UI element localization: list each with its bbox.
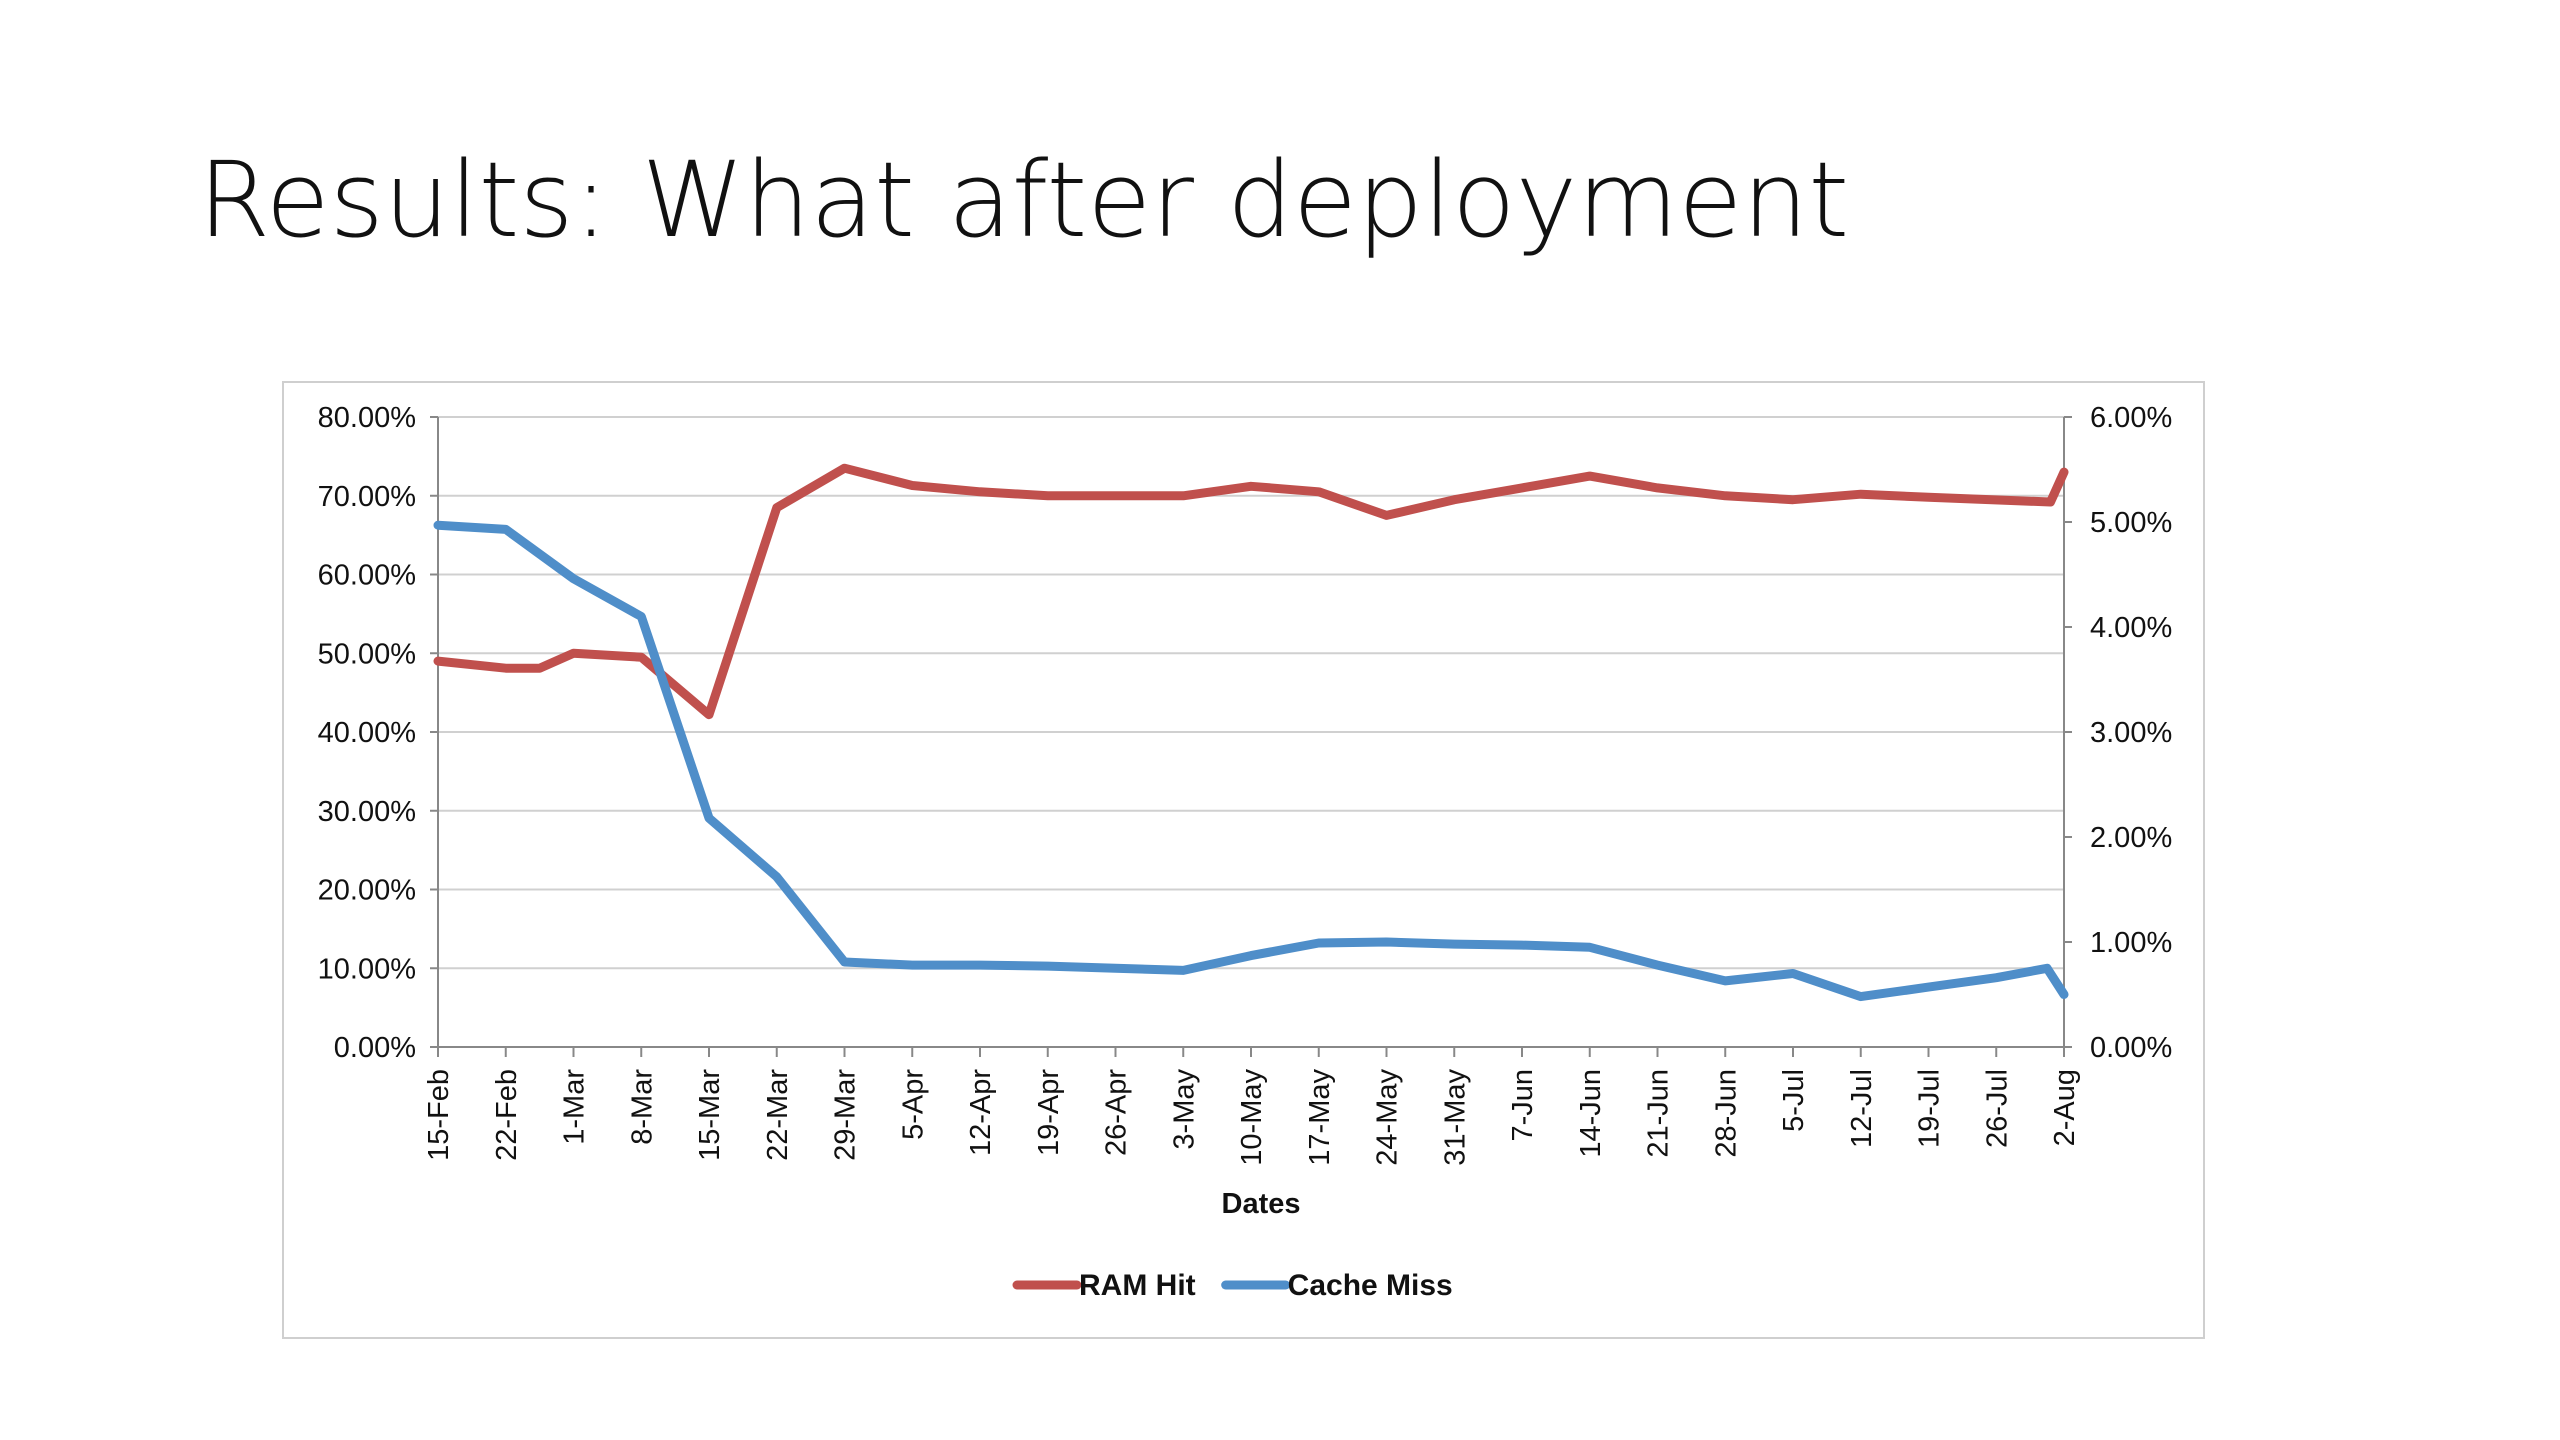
x-tick-label: 22-Mar <box>762 1069 794 1161</box>
y-left-tick-label: 40.00% <box>318 717 416 749</box>
x-tick-label: 8-Mar <box>626 1069 658 1145</box>
series-line-cache-miss <box>433 520 2069 1002</box>
x-tick-label: 7-Jun <box>1507 1069 1539 1142</box>
x-tick-label: 21-Jun <box>1643 1069 1675 1158</box>
line-chart: 0.00% 10.00% 20.00% 30.00% 40.00% 50.00% 60.00… <box>318 402 2173 1302</box>
x-tick-label: 5-Jul <box>1778 1069 1810 1132</box>
x-tick-label: 17-May <box>1304 1069 1336 1166</box>
y-right-tick-label: 1.00% <box>2090 927 2172 959</box>
x-tick-label: 15-Mar <box>694 1069 726 1161</box>
x-tick-label: 31-May <box>1439 1069 1471 1166</box>
legend-label-cache-miss: Cache Miss <box>1288 1269 1453 1302</box>
x-tick-label: 28-Jun <box>1710 1069 1742 1158</box>
x-tick-label: 22-Feb <box>491 1069 523 1161</box>
x-tick-label: 19-Apr <box>1033 1069 1065 1156</box>
y-right-tick-label: 0.00% <box>2090 1032 2172 1064</box>
y-right-tick-label: 5.00% <box>2090 507 2172 539</box>
y-left-tick-label: 60.00% <box>318 560 416 592</box>
y-left-tick-label: 30.00% <box>318 796 416 828</box>
axes: 0.00% 10.00% 20.00% 30.00% 40.00% 50.00% 60.00… <box>318 402 2173 1220</box>
y-left-tick-label: 80.00% <box>318 402 416 434</box>
y-left-tick-label: 0.00% <box>334 1032 416 1064</box>
series-lines <box>433 463 2069 1002</box>
x-axis-title: Dates <box>1222 1188 1301 1220</box>
x-tick-label: 5-Apr <box>897 1069 929 1140</box>
x-tick-label: 12-Jul <box>1846 1069 1878 1148</box>
y-right-tick-label: 4.00% <box>2090 612 2172 644</box>
y-left-tick-label: 50.00% <box>318 638 416 670</box>
y-left-tick-label: 70.00% <box>318 481 416 513</box>
legend: RAM Hit Cache Miss <box>1012 1269 1453 1302</box>
x-tick-label: 26-Jul <box>1981 1069 2013 1148</box>
x-tick-label: 14-Jun <box>1575 1069 1607 1158</box>
y-right-tick-label: 6.00% <box>2090 402 2172 434</box>
x-tick-label: 12-Apr <box>965 1069 997 1156</box>
x-tick-label: 19-Jul <box>1914 1069 1946 1148</box>
x-tick-label: 10-May <box>1236 1069 1268 1166</box>
slide-title: Results: What after deployment <box>198 139 1850 261</box>
legend-label-ram-hit: RAM Hit <box>1079 1269 1196 1302</box>
x-tick-label: 15-Feb <box>423 1069 455 1161</box>
x-tick-label: 2-Aug <box>2049 1069 2081 1146</box>
y-right-tick-label: 2.00% <box>2090 822 2172 854</box>
x-tick-label: 24-May <box>1372 1069 1404 1166</box>
x-tick-label: 3-May <box>1168 1069 1200 1150</box>
x-tick-label: 29-Mar <box>830 1069 862 1161</box>
chart-container: 0.00% 10.00% 20.00% 30.00% 40.00% 50.00% 60.00… <box>282 381 2205 1339</box>
series-line-ram-hit <box>433 463 2069 720</box>
y-right-tick-label: 3.00% <box>2090 717 2172 749</box>
x-tick-label: 26-Apr <box>1101 1069 1133 1156</box>
y-left-tick-label: 10.00% <box>318 953 416 985</box>
y-left-tick-label: 20.00% <box>318 875 416 907</box>
x-tick-label: 1-Mar <box>559 1069 591 1145</box>
